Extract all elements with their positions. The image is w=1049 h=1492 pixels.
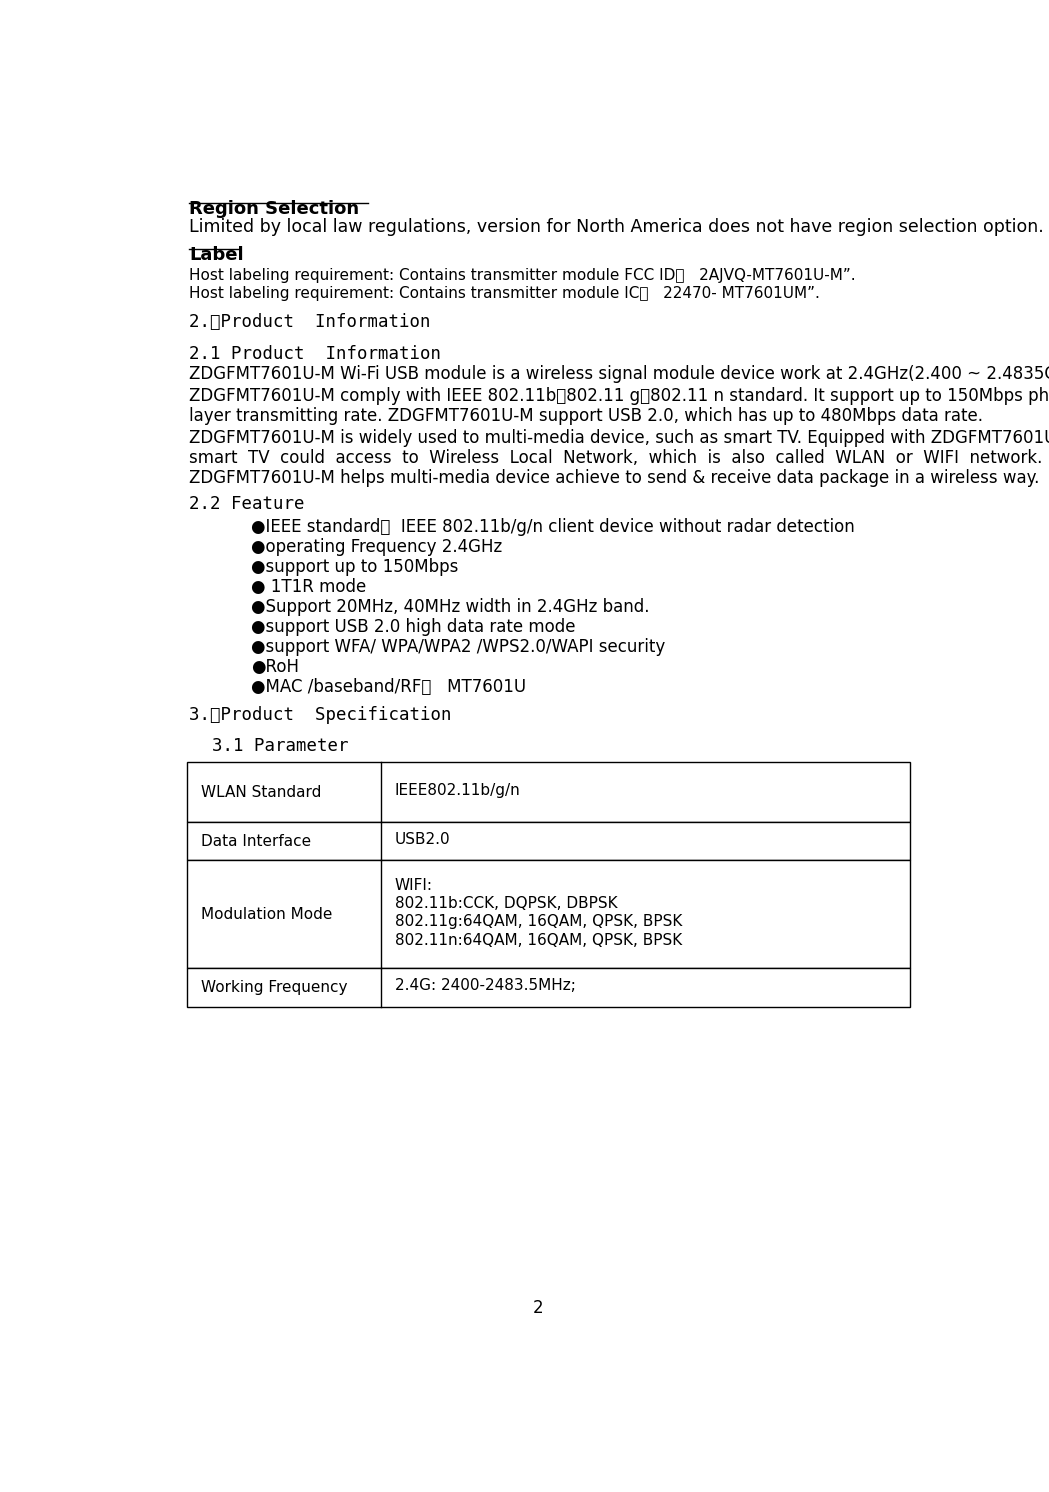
Text: ●support up to 150Mbps: ●support up to 150Mbps [252, 558, 458, 576]
Text: ●Support 20MHz, 40MHz width in 2.4GHz band.: ●Support 20MHz, 40MHz width in 2.4GHz ba… [252, 598, 649, 616]
Text: 802.11g:64QAM, 16QAM, QPSK, BPSK: 802.11g:64QAM, 16QAM, QPSK, BPSK [394, 915, 682, 930]
Text: layer transmitting rate. ZDGFMT7601U-M support USB 2.0, which has up to 480Mbps : layer transmitting rate. ZDGFMT7601U-M s… [189, 407, 983, 425]
Text: ●support USB 2.0 high data rate mode: ●support USB 2.0 high data rate mode [252, 618, 576, 636]
Text: Host labeling requirement: Contains transmitter module FCC ID：   2AJVQ-MT7601U-M: Host labeling requirement: Contains tran… [189, 267, 856, 282]
Text: ● 1T1R mode: ● 1T1R mode [252, 577, 366, 595]
Text: 2.2 Feature: 2.2 Feature [189, 495, 305, 513]
Text: ZDGFMT7601U-M comply with IEEE 802.11b、802.11 g、802.11 n standard. It support up: ZDGFMT7601U-M comply with IEEE 802.11b、8… [189, 386, 1049, 404]
Text: Limited by local law regulations, version for North America does not have region: Limited by local law regulations, versio… [189, 218, 1044, 236]
Text: WLAN Standard: WLAN Standard [200, 785, 321, 800]
Text: USB2.0: USB2.0 [394, 833, 450, 847]
Text: IEEE802.11b/g/n: IEEE802.11b/g/n [394, 783, 520, 798]
Text: 2: 2 [532, 1298, 543, 1316]
Text: 3.　Product  Specification: 3. Product Specification [189, 706, 452, 724]
Text: Data Interface: Data Interface [200, 834, 311, 849]
Text: 802.11n:64QAM, 16QAM, QPSK, BPSK: 802.11n:64QAM, 16QAM, QPSK, BPSK [394, 932, 682, 947]
Bar [187, 762, 909, 822]
Text: ZDGFMT7601U-M is widely used to multi-media device, such as smart TV. Equipped w: ZDGFMT7601U-M is widely used to multi-me… [189, 428, 1049, 446]
Text: ●IEEE standard：  IEEE 802.11b/g/n client device without radar detection: ●IEEE standard： IEEE 802.11b/g/n client … [252, 518, 855, 536]
Text: 802.11b:CCK, DQPSK, DBPSK: 802.11b:CCK, DQPSK, DBPSK [394, 897, 617, 912]
Bar [187, 861, 909, 968]
Bar [187, 822, 909, 861]
Text: Label: Label [189, 246, 243, 264]
Text: Working Frequency: Working Frequency [200, 980, 347, 995]
Text: 2.4G: 2400-2483.5MHz;: 2.4G: 2400-2483.5MHz; [394, 979, 576, 994]
Text: ZDGFMT7601U-M helps multi-media device achieve to send & receive data package in: ZDGFMT7601U-M helps multi-media device a… [189, 468, 1040, 486]
Text: ●MAC /baseband/RF：   MT7601U: ●MAC /baseband/RF： MT7601U [252, 677, 527, 695]
Text: Host labeling requirement: Contains transmitter module IC：   22470- MT7601UM”.: Host labeling requirement: Contains tran… [189, 286, 820, 301]
Text: Region Selection: Region Selection [189, 200, 360, 218]
Text: ●RoH: ●RoH [252, 658, 299, 676]
Text: ●operating Frequency 2.4GHz: ●operating Frequency 2.4GHz [252, 537, 502, 557]
Text: 3.1 Parameter: 3.1 Parameter [213, 737, 349, 755]
Text: ZDGFMT7601U-M Wi-Fi USB module is a wireless signal module device work at 2.4GHz: ZDGFMT7601U-M Wi-Fi USB module is a wire… [189, 366, 1049, 383]
Bar [187, 968, 909, 1007]
Text: WIFI:: WIFI: [394, 877, 432, 892]
Text: 2.1 Product  Information: 2.1 Product Information [189, 345, 442, 363]
Text: Modulation Mode: Modulation Mode [200, 907, 333, 922]
Text: ●support WFA/ WPA/WPA2 /WPS2.0/WAPI security: ●support WFA/ WPA/WPA2 /WPS2.0/WAPI secu… [252, 639, 665, 656]
Text: smart  TV  could  access  to  Wireless  Local  Network,  which  is  also  called: smart TV could access to Wireless Local … [189, 449, 1043, 467]
Text: 2.　Product  Information: 2. Product Information [189, 313, 431, 331]
